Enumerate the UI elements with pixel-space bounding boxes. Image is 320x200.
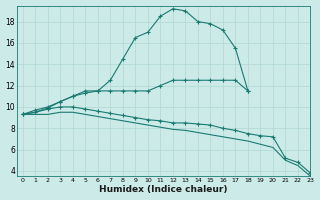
X-axis label: Humidex (Indice chaleur): Humidex (Indice chaleur) <box>99 185 228 194</box>
